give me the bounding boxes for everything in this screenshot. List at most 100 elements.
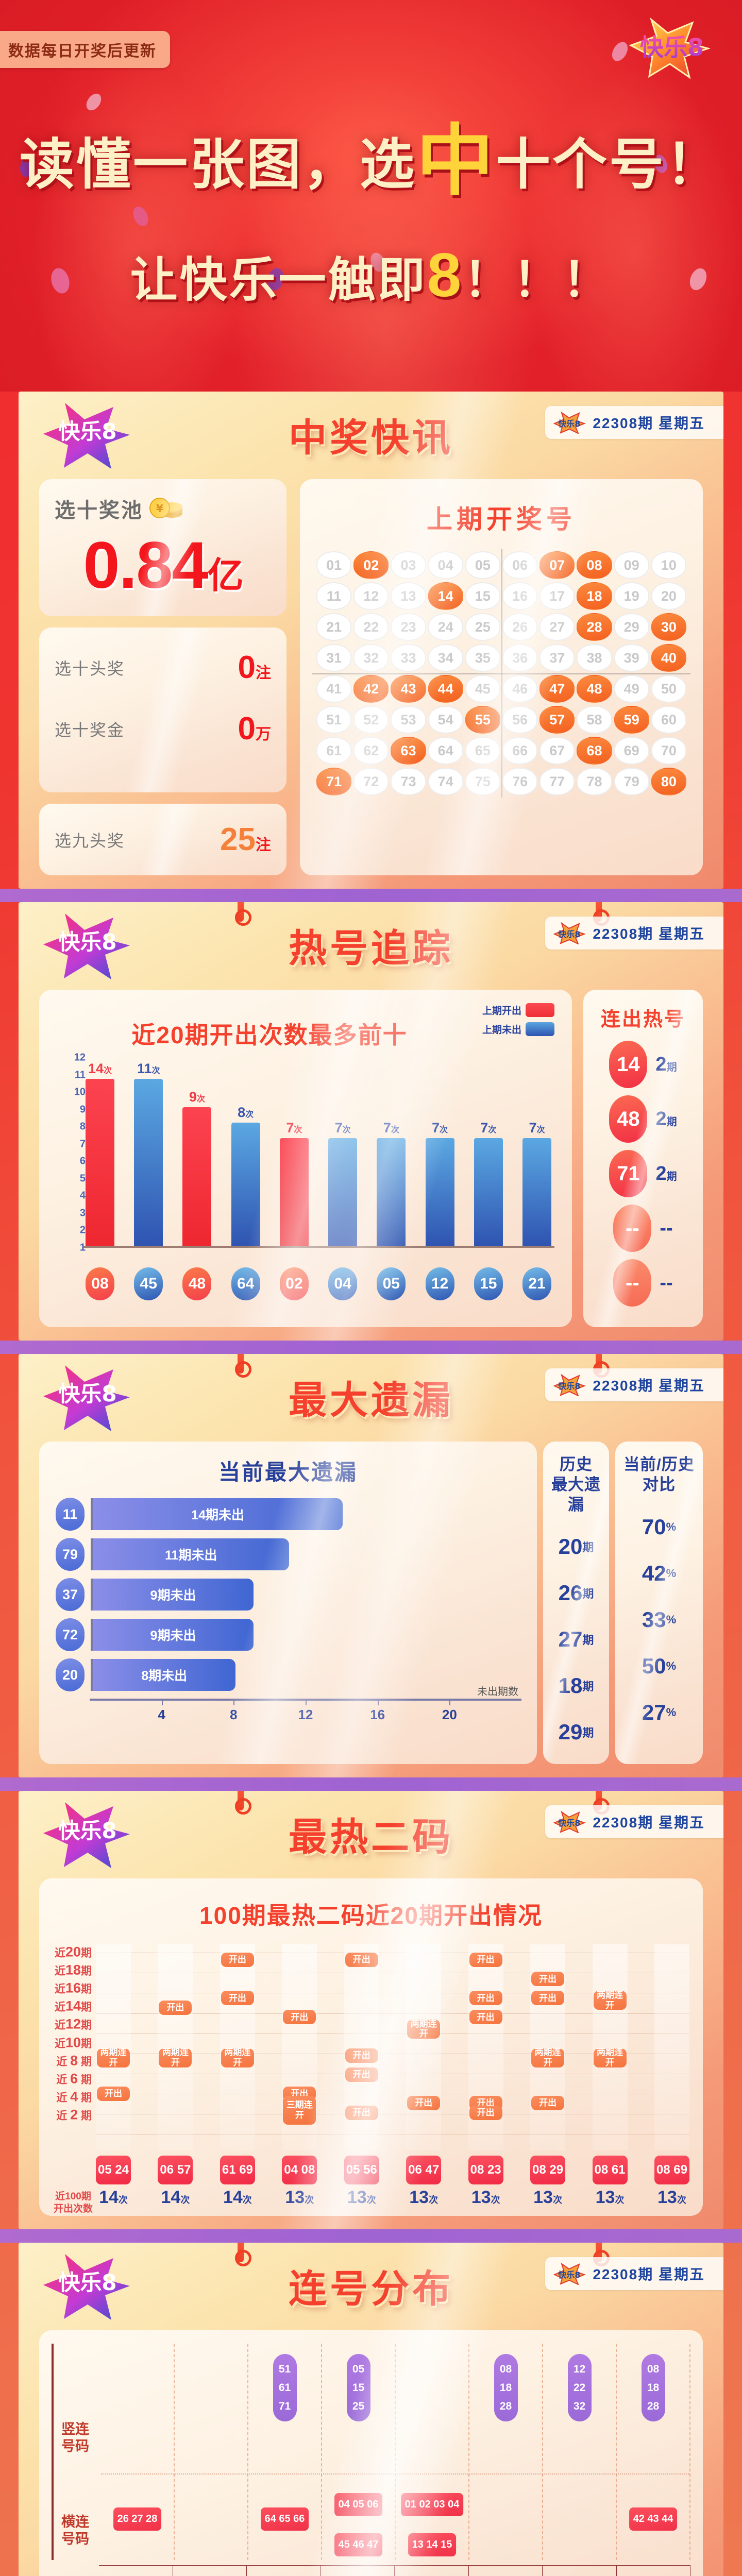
vertical-consec-chip: 08 18 28 xyxy=(494,2354,518,2422)
lottery-ball: 73 xyxy=(391,768,426,795)
lottery-ball: 58 xyxy=(577,706,612,734)
y-tick-label: 近10期 xyxy=(54,2035,92,2050)
pair-tag: 两期连开 xyxy=(159,2047,192,2067)
lottery-ball: 54 xyxy=(428,706,463,734)
lottery-ball: 21 xyxy=(316,613,352,641)
lottery-ball: 23 xyxy=(391,613,426,641)
hot-body: 近20期开出次数最多前十 上期开出 上期未出 12 11 10 9 8 7 6 5 4 3 2 1 1… xyxy=(19,990,723,1327)
jackpot-unit: 亿 xyxy=(207,555,244,596)
miss-bar: 11期未出 xyxy=(93,1538,290,1570)
section-title: 连号分布 xyxy=(289,2267,453,2311)
hot-number-ball: 12 xyxy=(425,1267,454,1300)
svg-text:快乐8: 快乐8 xyxy=(58,419,116,444)
gridline xyxy=(96,2013,689,2014)
prize-number: 25 xyxy=(220,822,256,857)
prize-row: 选九头奖 25注 xyxy=(55,809,271,870)
y-tick-label: 4 xyxy=(79,1190,86,1201)
lottery-ball: 19 xyxy=(614,582,649,610)
miss-row: 72 9期未出 xyxy=(56,1618,521,1651)
miss-axis-name: 未出期数 xyxy=(477,1686,518,1698)
mini-logo-icon: 快乐8 xyxy=(552,2262,586,2286)
lottery-ball: 57 xyxy=(539,706,575,734)
section-hot-pairs: 快乐8 最热二码 快乐8 22308期 星期五 100期最热二码近20期开出情况… xyxy=(0,1791,742,2230)
y-tick-label: 12 xyxy=(74,1052,86,1063)
mini-logo-icon: 快乐8 xyxy=(552,1810,586,1834)
miss-chart: 11 14期未出 79 11期未出 37 9期未出 72 9期未出 20 8期未出 xyxy=(55,1498,521,1691)
miss-track: 9期未出 xyxy=(91,1619,521,1651)
compare-header: 当前/历史 对比 xyxy=(617,1455,701,1495)
pair-column: 两期连开 开出 xyxy=(96,1944,131,2151)
historic-miss-header: 历史 最大遗漏 xyxy=(545,1455,607,1515)
jackpot-header: 选十奖池 ¥ xyxy=(55,494,271,523)
horizontal-consec-chip: 64 65 66 xyxy=(260,2507,309,2531)
axis-tick xyxy=(306,1701,307,1705)
svg-text:快乐8: 快乐8 xyxy=(559,1381,581,1391)
pair-labels: 05 24 06 57 61 69 04 08 05 56 06 47 08 23 08 29… xyxy=(53,2156,689,2185)
bar-rect xyxy=(231,1122,260,1246)
miss-row: 20 8期未出 xyxy=(56,1658,521,1691)
svg-text:快乐8: 快乐8 xyxy=(58,1818,116,1843)
pair-count: 13次 xyxy=(347,2188,376,2208)
grid-horizontal-divider xyxy=(312,673,690,674)
kuaile8-star-badge: 快乐8 xyxy=(36,1359,137,1436)
issue-label: 22308期 星期五 xyxy=(593,2266,705,2283)
streak-row: 14 2期 xyxy=(588,1041,698,1088)
hot-number-ball: 21 xyxy=(522,1267,551,1300)
chart-baseline xyxy=(83,1246,554,1248)
pair-tag: 开出 xyxy=(531,1991,565,2006)
streak-ball: -- xyxy=(613,1259,652,1307)
pair-count: 13次 xyxy=(657,2188,686,2208)
hdr-l1: 历史 xyxy=(560,1455,593,1473)
pair-tag: 开出 xyxy=(531,1972,565,1987)
y-tick-label: 近14期 xyxy=(54,1998,92,2014)
lottery-ball: 47 xyxy=(539,675,575,703)
legend-label: 上期开出 xyxy=(482,1006,521,1016)
pair-tag: 开出 xyxy=(531,2096,565,2111)
bar-rect xyxy=(522,1138,551,1246)
miss-ball: 37 xyxy=(56,1578,85,1611)
coins-icon: ¥ xyxy=(148,496,188,521)
section-max-miss: 快乐8 最大遗漏 快乐8 22308期 星期五 当前最大遗漏 11 14期未出 79… xyxy=(0,1354,742,1778)
pair-tag: 开出 xyxy=(221,1991,254,2006)
y-tick-label: 3 xyxy=(79,1207,86,1219)
consec-column: 51 61 71 64 65 66 xyxy=(248,2344,322,2561)
svg-text:快乐8: 快乐8 xyxy=(559,929,581,939)
pair-tag: 开出 xyxy=(469,1991,502,2006)
bar-column: 7次 xyxy=(279,1061,309,1246)
lottery-ball: 13 xyxy=(391,582,426,610)
pair-tag: 开出 xyxy=(345,1953,378,1968)
section-divider-band xyxy=(0,1777,742,1791)
jackpot-amount: 0.84亿 xyxy=(55,533,271,599)
bar-value-label: 7次 xyxy=(480,1120,497,1136)
prize-unit: 万 xyxy=(256,726,271,743)
issue-chip: 快乐8 22308期 星期五 xyxy=(545,917,723,950)
lottery-ball: 46 xyxy=(502,675,538,703)
pair-column: 开出 开出 两期连开 xyxy=(220,1944,255,2151)
issue-chip: 快乐8 22308期 星期五 xyxy=(545,1805,723,1839)
col-consec-count: 2 xyxy=(543,2566,616,2576)
historic-miss-value: 27 期 xyxy=(558,1627,594,1652)
lottery-ball: 38 xyxy=(577,644,612,672)
kuaile8-star-badge: 快乐8 xyxy=(36,1796,137,1873)
bar-value-label: 7次 xyxy=(286,1120,302,1136)
compare-value: 27% xyxy=(642,1700,677,1724)
consec-column: 26 27 28 xyxy=(101,2344,175,2561)
pair-tag: 开出 xyxy=(283,2010,316,2025)
bar-rect xyxy=(279,1138,309,1246)
vertical-consec-chip: 51 61 71 xyxy=(273,2354,297,2422)
streak-ball: 48 xyxy=(609,1095,648,1143)
hot-chart-header: 近20期开出次数最多前十 上期开出 上期未出 xyxy=(57,1003,554,1050)
lottery-ball: 14 xyxy=(428,582,463,610)
issue-label: 22308期 星期五 xyxy=(593,1378,705,1394)
y-tick-label: 1 xyxy=(79,1242,86,1253)
historic-miss-value: 20 期 xyxy=(558,1534,594,1559)
lottery-ball: 61 xyxy=(316,737,352,765)
legend-swatch-blue xyxy=(526,1022,554,1036)
hdr-l1: 当前/历史 xyxy=(623,1455,695,1473)
col-consec-count: 8 xyxy=(469,2566,543,2576)
lottery-ball: 76 xyxy=(502,768,538,795)
prize-number: 0 xyxy=(238,711,256,747)
lottery-ball: 80 xyxy=(651,768,686,795)
consec-table-column: 3 xyxy=(99,2565,173,2576)
